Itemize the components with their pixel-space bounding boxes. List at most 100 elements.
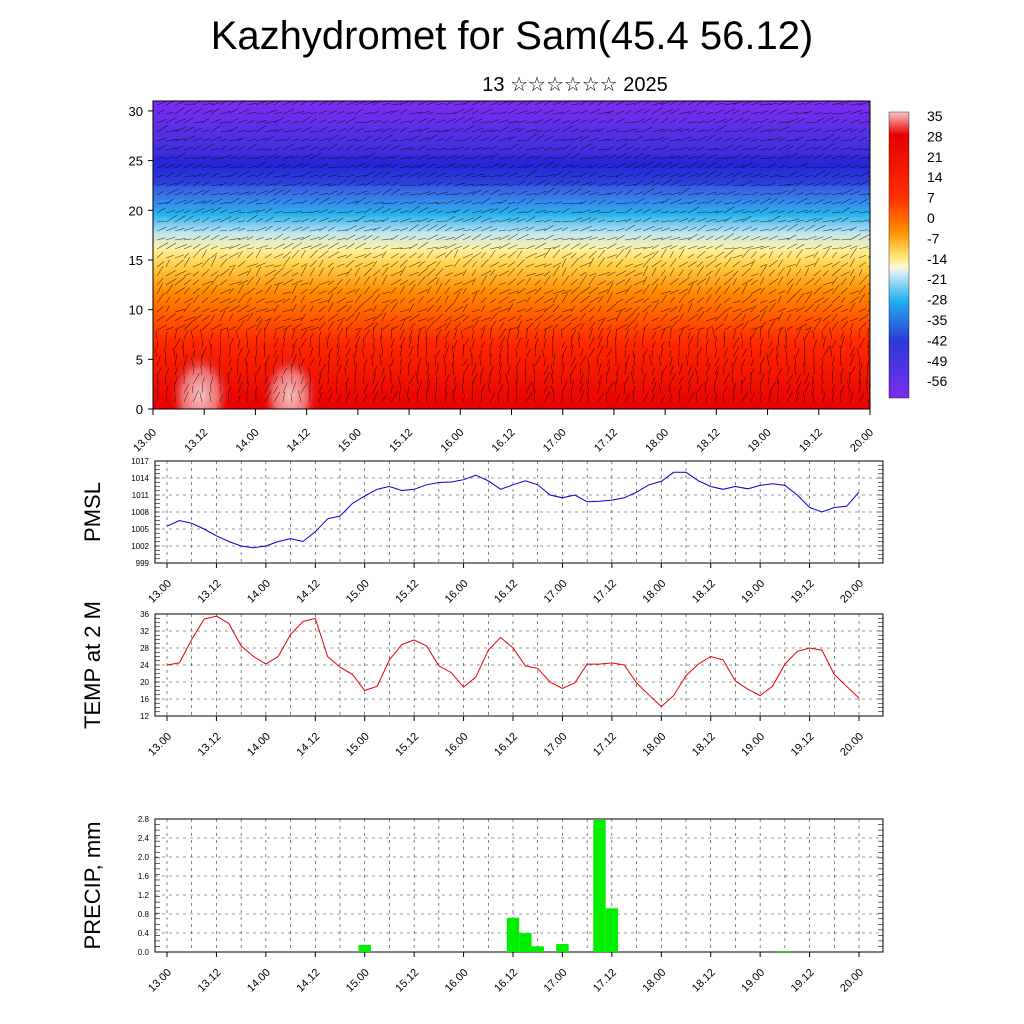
wind-barb (660, 313, 668, 322)
wind-barb (543, 136, 554, 142)
wind-barb (462, 147, 471, 151)
wind-barb (291, 237, 305, 241)
wind-barb (606, 200, 615, 205)
wind-barb (741, 314, 747, 322)
wind-barb (651, 301, 660, 313)
wind-barb (543, 156, 554, 160)
wind-barb (453, 200, 465, 205)
wind-barb (624, 207, 633, 214)
wind-barb (803, 336, 806, 349)
wind-barb (552, 305, 560, 313)
colorbar-label: 14 (927, 169, 943, 185)
wind-barb (219, 254, 228, 259)
wind-barb (840, 331, 844, 340)
wind-barb (435, 323, 447, 331)
wind-barb (678, 146, 689, 151)
precip-y-tick-label: 1.6 (138, 872, 150, 881)
wind-barb (741, 248, 751, 259)
wind-barb (318, 250, 329, 259)
wind-barb (741, 235, 750, 241)
wind-barb (633, 118, 645, 124)
wind-barb (354, 197, 366, 205)
wind-barb (741, 320, 749, 331)
wind-barb (408, 165, 420, 169)
wind-barb (336, 245, 347, 250)
wind-barb (444, 102, 453, 106)
wind-barb (264, 188, 277, 196)
wind-barb (480, 324, 487, 331)
wind-barb (381, 251, 387, 259)
wind-barb (498, 270, 510, 277)
wind-barb (462, 269, 467, 277)
wind-barb (318, 299, 330, 304)
wind-barb (750, 173, 762, 178)
wind-barb (857, 349, 860, 358)
wind-barb (462, 287, 467, 295)
wind-barb (345, 165, 356, 169)
wind-barb (525, 273, 536, 277)
wind-barb (237, 320, 245, 331)
wind-barb (579, 217, 592, 223)
wind-barb (363, 359, 368, 367)
wind-barb (516, 259, 525, 268)
wind-barb (768, 226, 779, 232)
wind-barb (498, 163, 507, 169)
wind-barb (246, 229, 256, 232)
wind-barb (570, 217, 583, 223)
wind-barb (822, 130, 832, 133)
wind-barb (813, 236, 824, 241)
wind-barb (462, 125, 475, 133)
wind-barb (624, 296, 635, 304)
temp-y-axis-label: TEMP at 2 M (80, 601, 105, 729)
wind-barb (336, 111, 345, 115)
wind-barb (327, 354, 331, 367)
wind-barb (444, 210, 458, 214)
wind-barb (264, 136, 275, 142)
wind-barb (183, 226, 194, 232)
wind-barb (750, 392, 755, 403)
wind-barb (399, 247, 412, 250)
wind-barb (759, 103, 772, 106)
wind-barb (228, 326, 237, 331)
wind-barb (345, 348, 351, 358)
wind-barb (192, 200, 206, 205)
wind-barb (822, 116, 834, 124)
wind-barb (732, 346, 740, 358)
wind-barb (534, 191, 547, 196)
wind-barb (300, 329, 308, 340)
wind-barb (453, 173, 461, 178)
wind-barb (705, 394, 709, 403)
precip-bar (778, 951, 792, 952)
wind-barb (462, 337, 470, 349)
wind-barb (309, 249, 318, 259)
wind-barb (272, 365, 275, 376)
wind-barb (741, 348, 747, 358)
wind-barb (822, 219, 834, 223)
wind-barb (462, 297, 470, 304)
wind-barb (804, 127, 814, 133)
wind-barb (246, 375, 249, 385)
wind-barb (696, 153, 707, 160)
wind-barb (822, 143, 835, 151)
wind-barb (750, 304, 757, 313)
wind-barb (219, 268, 230, 277)
wind-barb (858, 293, 866, 304)
wind-barb (435, 210, 443, 214)
wind-barb (741, 193, 750, 196)
wind-barb (408, 261, 421, 268)
wind-barb (471, 330, 475, 340)
wind-barb (354, 139, 363, 142)
wind-barb (174, 179, 184, 187)
wind-barb (165, 163, 175, 169)
wind-barb (669, 329, 672, 340)
wind-barb (759, 277, 765, 286)
wind-barb (318, 147, 328, 151)
wind-barb (210, 376, 214, 385)
wind-barb (489, 327, 492, 340)
wind-barb (165, 189, 178, 196)
wind-barb (408, 272, 419, 277)
wind-barb (750, 101, 762, 106)
wind-barb (192, 144, 202, 151)
wind-barb (435, 236, 446, 241)
wind-barb (228, 198, 240, 205)
